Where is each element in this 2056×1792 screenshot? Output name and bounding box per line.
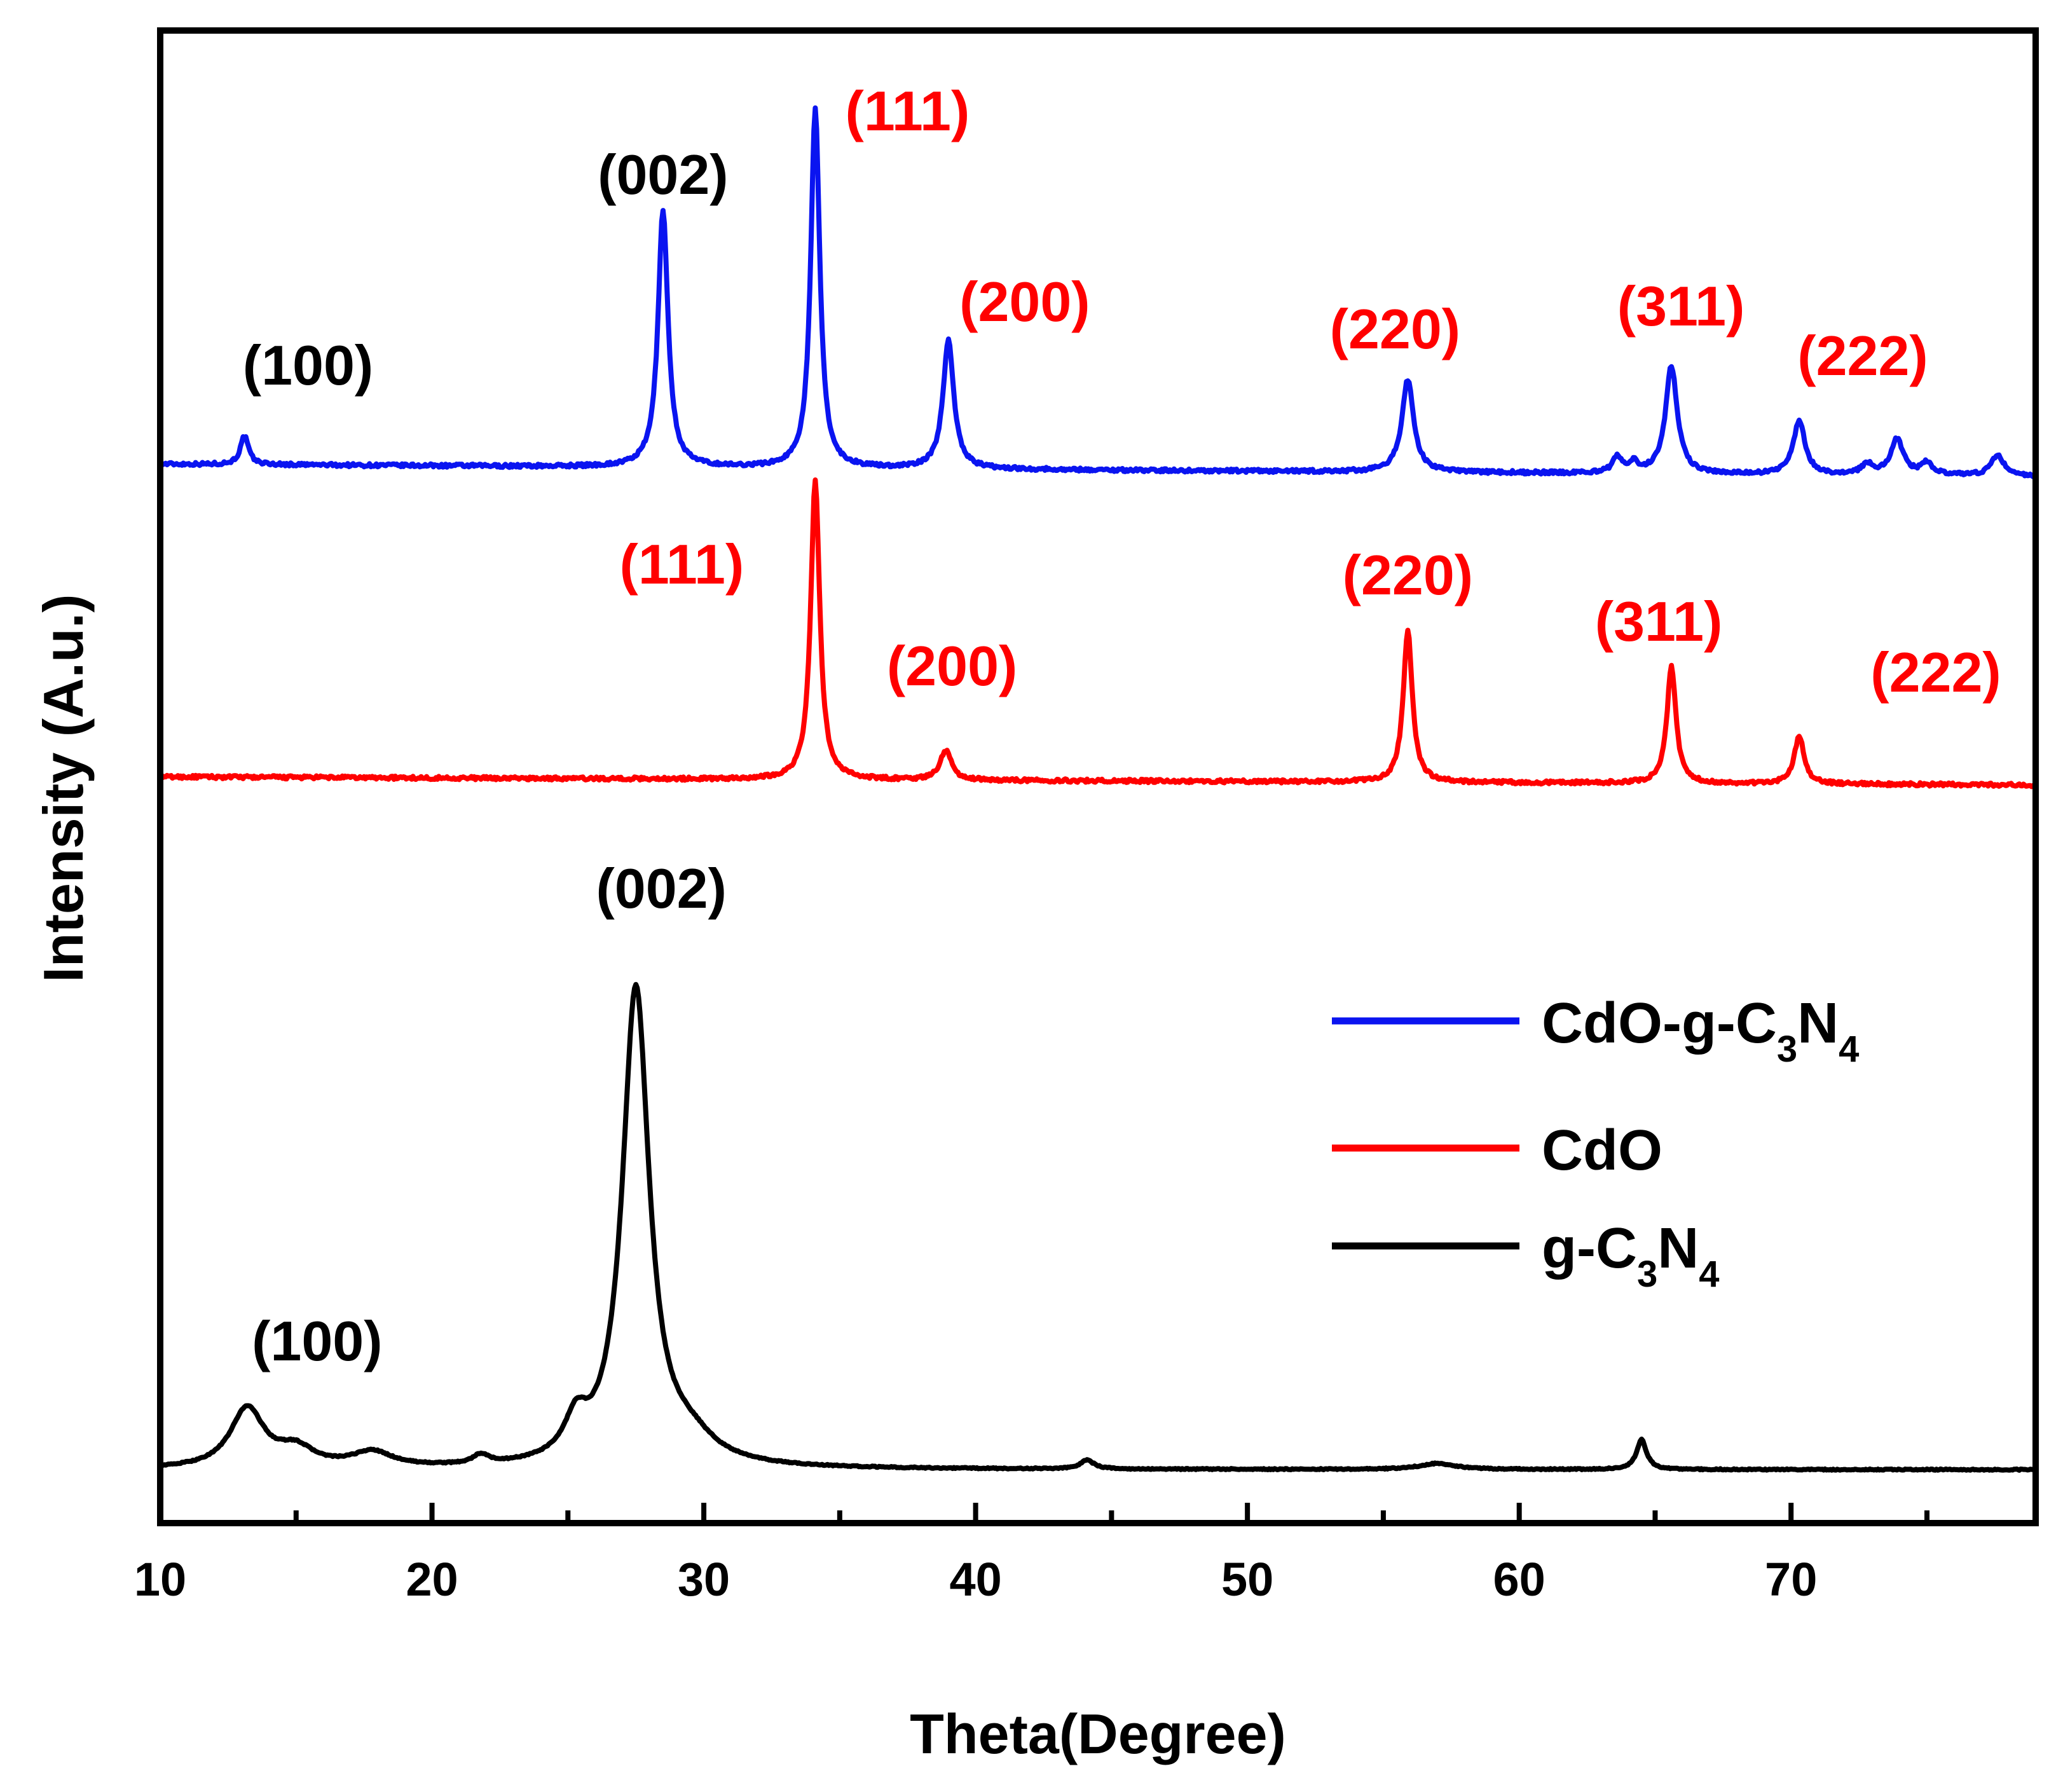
plot-frame <box>157 27 2039 1526</box>
legend-label-cdo: CdO <box>1542 1119 1662 1182</box>
y-axis-title: Intensity (A.u.) <box>32 594 95 982</box>
x-tick-label-70: 70 <box>1765 1553 1817 1606</box>
x-tick-label-50: 50 <box>1221 1553 1273 1606</box>
peak-label-cdo_gc3n4-100: (100) <box>243 334 373 397</box>
peak-label-cdo-200: (200) <box>887 634 1017 697</box>
peak-label-cdo-222: (222) <box>1870 641 2001 704</box>
peak-label-cdo-220: (220) <box>1343 544 1473 606</box>
x-tick-label-60: 60 <box>1493 1553 1545 1606</box>
peak-label-gc3n4-100: (100) <box>252 1310 382 1372</box>
series-layer <box>158 105 2038 1473</box>
series-line-cdo_gc3n4 <box>158 105 2038 479</box>
legend-label-cdo-gc3n4: CdO-g-C3N4 <box>1542 992 1859 1070</box>
peak-label-cdo_gc3n4-220: (220) <box>1330 298 1460 360</box>
series-line-cdo <box>158 477 2037 790</box>
peak-label-layer: (100) (002) (111) (200) (220) (311) (222) (111)… <box>243 79 2001 1372</box>
x-tick-label-20: 20 <box>406 1553 458 1606</box>
peak-label-gc3n4-002: (002) <box>596 857 726 920</box>
legend-label-gc3n4: g-C3N4 <box>1542 1217 1719 1295</box>
peak-label-cdo-111: (111) <box>620 533 744 596</box>
peak-label-cdo_gc3n4-200: (200) <box>959 270 1090 333</box>
peak-label-cdo_gc3n4-111: (111) <box>846 79 970 142</box>
peak-label-cdo-311: (311) <box>1595 590 1723 653</box>
peak-label-cdo_gc3n4-002: (002) <box>598 143 728 206</box>
x-tick-label-10: 10 <box>134 1553 186 1606</box>
x-tick-label-40: 40 <box>949 1553 1001 1606</box>
peak-label-cdo_gc3n4-311: (311) <box>1617 275 1745 338</box>
x-axis-title: Theta(Degree) <box>910 1702 1286 1765</box>
legend: CdO-g-C3N4 CdO g-C3N4 <box>1332 992 1859 1295</box>
x-tick-label-30: 30 <box>678 1553 730 1606</box>
series-line-gc3n4 <box>159 981 2037 1473</box>
peak-label-cdo_gc3n4-222: (222) <box>1797 324 1928 387</box>
x-axis-ticks: 10 20 30 40 50 60 70 <box>134 1503 1929 1606</box>
